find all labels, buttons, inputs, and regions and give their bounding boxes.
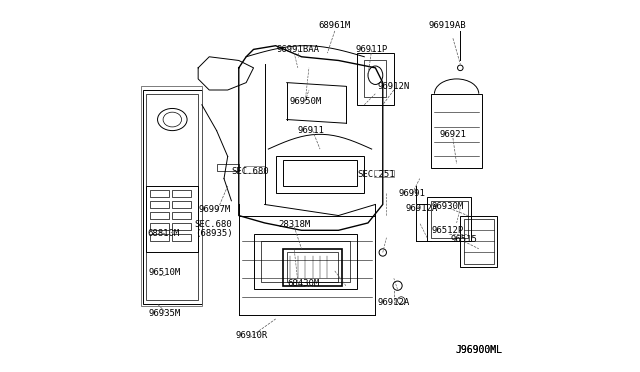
Text: 68961M: 68961M	[319, 21, 351, 30]
Bar	[244, 166, 264, 173]
Bar	[172, 234, 191, 241]
Bar	[147, 94, 198, 301]
Bar	[283, 249, 342, 286]
Bar	[431, 94, 483, 167]
Bar	[147, 186, 198, 253]
Bar	[464, 219, 493, 263]
Bar	[357, 53, 394, 105]
Bar	[143, 90, 202, 304]
Bar	[364, 61, 387, 97]
Bar	[253, 234, 357, 289]
Text: 96911: 96911	[298, 126, 324, 135]
Bar	[216, 164, 239, 171]
Text: J96900ML: J96900ML	[455, 345, 502, 355]
Bar	[150, 223, 168, 230]
Text: 96512P: 96512P	[431, 226, 463, 235]
Bar	[150, 190, 168, 197]
Text: 96991: 96991	[399, 189, 426, 198]
Bar	[150, 201, 168, 208]
Text: 96912N: 96912N	[378, 82, 410, 91]
Bar	[431, 201, 468, 238]
Bar	[287, 253, 339, 282]
Text: 96912A: 96912A	[378, 298, 410, 307]
Text: 96910R: 96910R	[236, 331, 268, 340]
Text: 28318M: 28318M	[278, 220, 310, 229]
Text: 96921: 96921	[440, 130, 467, 139]
Text: SEC.680: SEC.680	[194, 220, 232, 229]
Text: SEC.251: SEC.251	[357, 170, 395, 179]
Bar	[276, 157, 364, 193]
Text: 96991BAA: 96991BAA	[276, 45, 319, 54]
Bar	[374, 170, 394, 177]
Text: 96510M: 96510M	[148, 268, 180, 277]
Bar	[150, 234, 168, 241]
Bar	[172, 201, 191, 208]
Text: (68935): (68935)	[195, 230, 233, 238]
Bar	[427, 197, 472, 241]
Bar	[172, 190, 191, 197]
Text: 96935M: 96935M	[148, 309, 180, 318]
Bar	[141, 86, 202, 306]
Bar	[460, 215, 497, 267]
Text: J96900ML: J96900ML	[455, 345, 502, 355]
Text: SEC.680: SEC.680	[231, 167, 269, 176]
Bar	[150, 212, 168, 219]
Text: 96997M: 96997M	[198, 205, 231, 215]
Text: 96515: 96515	[451, 235, 477, 244]
Text: 68810M: 68810M	[147, 230, 179, 238]
Bar	[283, 160, 357, 186]
Bar	[172, 223, 191, 230]
Text: 96912A: 96912A	[405, 203, 438, 213]
Bar	[172, 212, 191, 219]
Text: 96911P: 96911P	[356, 45, 388, 54]
Bar	[261, 241, 349, 282]
Text: 68430M: 68430M	[287, 279, 319, 288]
Text: 96950M: 96950M	[289, 97, 321, 106]
Text: 96919AB: 96919AB	[429, 21, 466, 30]
Text: 96930M: 96930M	[431, 202, 463, 211]
